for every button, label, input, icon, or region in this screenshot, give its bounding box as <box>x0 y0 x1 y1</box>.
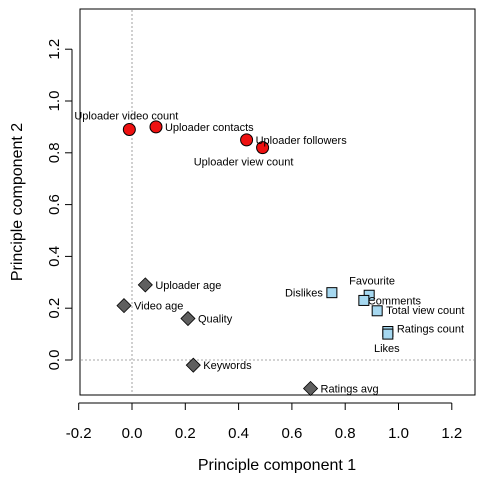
reference-lines <box>81 10 474 394</box>
y-axis: 0.0 0.2 0.4 0.6 0.8 1.0 1.2 <box>46 39 73 371</box>
y-tick-label: 0.4 <box>46 246 63 267</box>
dislikes-label: Dislikes <box>285 288 323 300</box>
comments-point <box>358 294 370 306</box>
y-tick-label: 0.6 <box>46 194 63 215</box>
likes-point <box>382 328 394 340</box>
x-tick-label: 0.2 <box>175 425 196 442</box>
y-tick-label: 0.2 <box>46 298 63 319</box>
uploader-age-point <box>137 277 153 293</box>
y-tick-label: 0.8 <box>46 142 63 163</box>
y-tick-label: 1.0 <box>46 91 63 112</box>
total-view-count-label: Total view count <box>386 305 464 317</box>
video-age-label: Video age <box>134 301 183 313</box>
quality-point <box>180 310 196 327</box>
uploader-contacts-label: Uploader contacts <box>165 122 254 134</box>
ratings-avg-point <box>302 380 319 397</box>
uploader-video-count-label: Uploader video count <box>74 110 178 122</box>
x-axis-title: Principle component 1 <box>198 457 356 473</box>
quality-label: Quality <box>198 314 233 326</box>
x-tick-label: 1.2 <box>441 425 462 442</box>
dislikes-point <box>326 287 338 299</box>
x-tick-label: 1.0 <box>388 425 409 442</box>
ratings-avg-label: Ratings avg <box>321 383 379 395</box>
x-tick-label: 0.0 <box>122 425 143 442</box>
uploader-video-count-point <box>122 122 136 136</box>
plot-area-frame <box>79 8 476 396</box>
y-axis-title: Principle component 2 <box>9 123 26 281</box>
data-points <box>116 120 394 397</box>
x-tick-label: 0.8 <box>335 425 356 442</box>
uploader-contacts-point <box>149 120 163 134</box>
uploader-followers-point <box>240 133 254 147</box>
uploader-age-label: Uploader age <box>155 280 221 292</box>
uploader-followers-label: Uploader followers <box>256 135 348 147</box>
video-age-point <box>116 298 132 314</box>
ratings-count-label: Ratings count <box>397 324 464 336</box>
favourite-label: Favourite <box>349 275 395 287</box>
keywords-label: Keywords <box>203 360 252 372</box>
x-tick-label: 0.6 <box>281 425 302 442</box>
likes-label: Likes <box>374 343 400 355</box>
y-tick-label: 0.0 <box>46 350 63 371</box>
comments-label: Comments <box>368 295 422 307</box>
y-tick-label: 1.2 <box>46 39 63 60</box>
x-axis: -0.2 0.0 0.2 0.4 0.6 0.8 1.0 1.2 <box>66 402 462 442</box>
total-view-count-point <box>371 305 383 317</box>
x-tick-label: -0.2 <box>66 425 92 442</box>
x-tick-label: 0.4 <box>228 425 249 442</box>
uploader-view-count-label: Uploader view count <box>194 157 294 169</box>
keywords-point <box>185 357 201 373</box>
uploader-view-count-point <box>256 141 270 155</box>
